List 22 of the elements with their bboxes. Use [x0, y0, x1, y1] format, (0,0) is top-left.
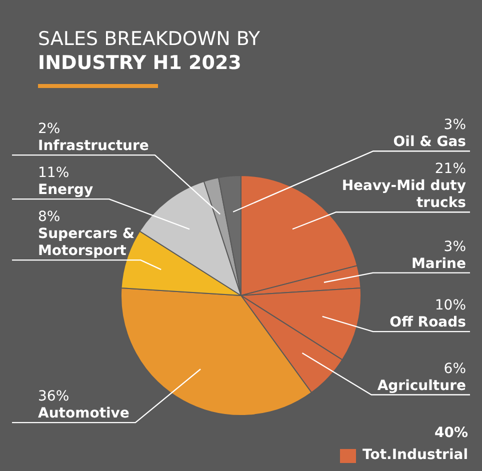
data-label: 6% [444, 360, 466, 377]
data-label: 2% [38, 121, 60, 138]
text: 40% [434, 425, 468, 441]
slice-label: Energy [38, 182, 94, 198]
data-label: 10% [434, 298, 466, 314]
slice-label: Automotive [38, 406, 130, 422]
text: Tot.Industrial [362, 447, 468, 463]
chart-title: SALES BREAKDOWN BY [38, 28, 260, 50]
slice-label: Heavy-Mid duty trucks [342, 178, 466, 212]
slice-label: Supercars & Motorsport [38, 226, 135, 260]
data-label: 36% [38, 388, 70, 405]
slice-label: Infrastructure [38, 138, 149, 154]
chart-subtitle: INDUSTRY H1 2023 [38, 52, 242, 74]
slice-label: Agriculture [377, 378, 466, 394]
data-label: 11% [38, 165, 70, 182]
slice-label: Oil & Gas [393, 134, 466, 150]
slice-label: Marine [411, 256, 466, 272]
data-label: 8% [38, 209, 60, 226]
slice-label: Off Roads [390, 314, 466, 331]
data-label: 21% [434, 161, 466, 178]
data-label: 3% [444, 238, 466, 255]
data-label: 3% [444, 117, 466, 134]
